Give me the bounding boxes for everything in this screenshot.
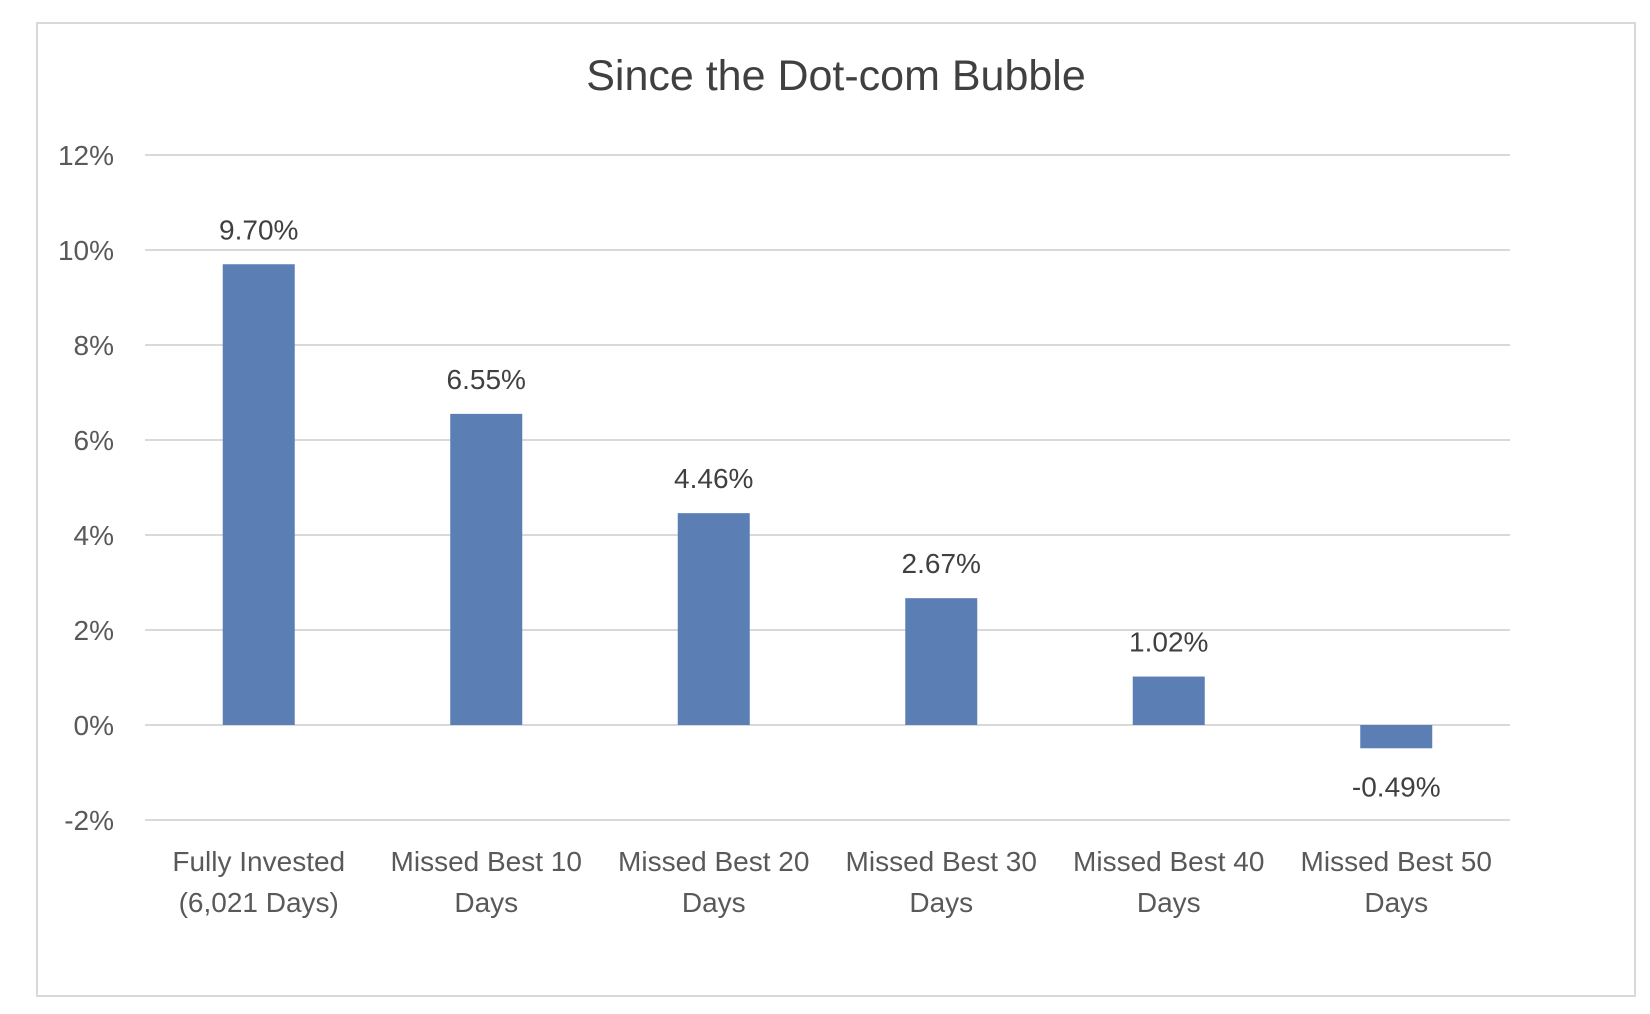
data-label: 6.55%: [447, 364, 526, 395]
category-label: Days: [1364, 887, 1428, 918]
y-tick-label: 4%: [74, 520, 114, 551]
category-label: Fully Invested: [172, 846, 345, 877]
data-label: 9.70%: [219, 214, 298, 245]
category-label: (6,021 Days): [179, 887, 339, 918]
y-axis-tick-labels: 12% 10% 8% 6% 4% 2% 0% -2%: [58, 140, 114, 836]
category-label: Days: [682, 887, 746, 918]
bar: [677, 513, 750, 725]
y-tick-label: 0%: [74, 710, 114, 741]
category-label: Missed Best 40: [1073, 846, 1264, 877]
y-tick-label: 2%: [74, 615, 114, 646]
y-tick-label: 8%: [74, 330, 114, 361]
category-label: Missed Best 10: [391, 846, 582, 877]
data-label: 2.67%: [902, 548, 981, 579]
category-label: Missed Best 50: [1301, 846, 1492, 877]
category-label: Missed Best 30: [846, 846, 1037, 877]
category-labels: Fully Invested (6,021 Days) Missed Best 10…: [172, 846, 1492, 918]
data-labels: 9.70% 6.55% 4.46% 2.67% 1.02% -0.49%: [219, 214, 1441, 802]
y-tick-label: 10%: [58, 235, 114, 266]
data-label: -0.49%: [1352, 771, 1441, 802]
category-label: Days: [454, 887, 518, 918]
data-label: 4.46%: [674, 463, 753, 494]
y-tick-label: 6%: [74, 425, 114, 456]
bar: [1132, 676, 1205, 725]
category-label: Days: [1137, 887, 1201, 918]
bar: [1360, 725, 1433, 749]
category-label: Missed Best 20: [618, 846, 809, 877]
bar: [905, 598, 978, 725]
bar: [450, 413, 523, 725]
y-tick-label: -2%: [64, 805, 114, 836]
category-label: Days: [909, 887, 973, 918]
y-tick-label: 12%: [58, 140, 114, 171]
gridlines: [145, 154, 1510, 821]
bar: [222, 264, 295, 725]
bars: [222, 264, 1433, 749]
chart-frame: [36, 22, 1636, 997]
chart-title: Since the Dot-com Bubble: [586, 52, 1086, 100]
data-label: 1.02%: [1129, 627, 1208, 658]
